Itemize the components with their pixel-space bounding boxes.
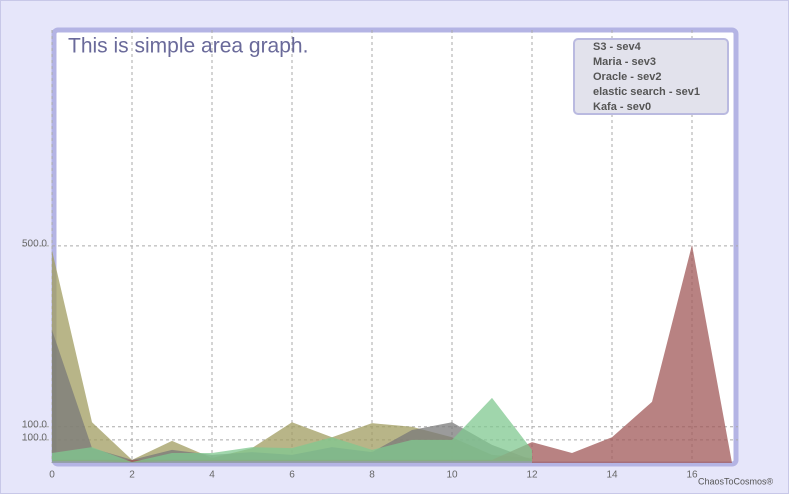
x-tick-label: 8 bbox=[369, 470, 375, 481]
area bbox=[52, 244, 732, 463]
chart-title: This is simple area graph. bbox=[68, 35, 308, 58]
legend: S3 - sev4 Maria - sev3 Oracle - sev2 elasti… bbox=[593, 41, 700, 113]
y-tick-label: 500.0 bbox=[22, 238, 47, 249]
area bbox=[52, 397, 532, 463]
y-tick-label: 100.0 bbox=[22, 419, 47, 430]
legend-label: elastic search - sev1 bbox=[593, 86, 700, 98]
x-tick-label: 0 bbox=[49, 470, 55, 481]
plot-frame bbox=[51, 27, 739, 467]
x-tick-label: 12 bbox=[526, 470, 538, 481]
area bbox=[52, 461, 532, 463]
x-tick-label: 6 bbox=[289, 470, 295, 481]
x-tick-label: 4 bbox=[209, 470, 215, 481]
grid bbox=[22, 30, 738, 463]
legend-box bbox=[573, 38, 729, 115]
legend-label: Kafa - sev0 bbox=[593, 101, 651, 113]
x-tick-label: 14 bbox=[606, 470, 618, 481]
y-tick-label: 100.0 bbox=[22, 433, 47, 444]
x-tick-label: 10 bbox=[446, 470, 458, 481]
x-tick-label: 2 bbox=[129, 470, 135, 481]
legend-label: Maria - sev3 bbox=[593, 56, 656, 68]
areas bbox=[52, 244, 732, 463]
x-tick-label: 16 bbox=[686, 470, 698, 481]
legend-label: S3 - sev4 bbox=[593, 41, 642, 53]
watermark: ChaosToCosmos® bbox=[698, 476, 774, 486]
area bbox=[52, 250, 532, 463]
legend-label: Oracle - sev2 bbox=[593, 71, 662, 83]
